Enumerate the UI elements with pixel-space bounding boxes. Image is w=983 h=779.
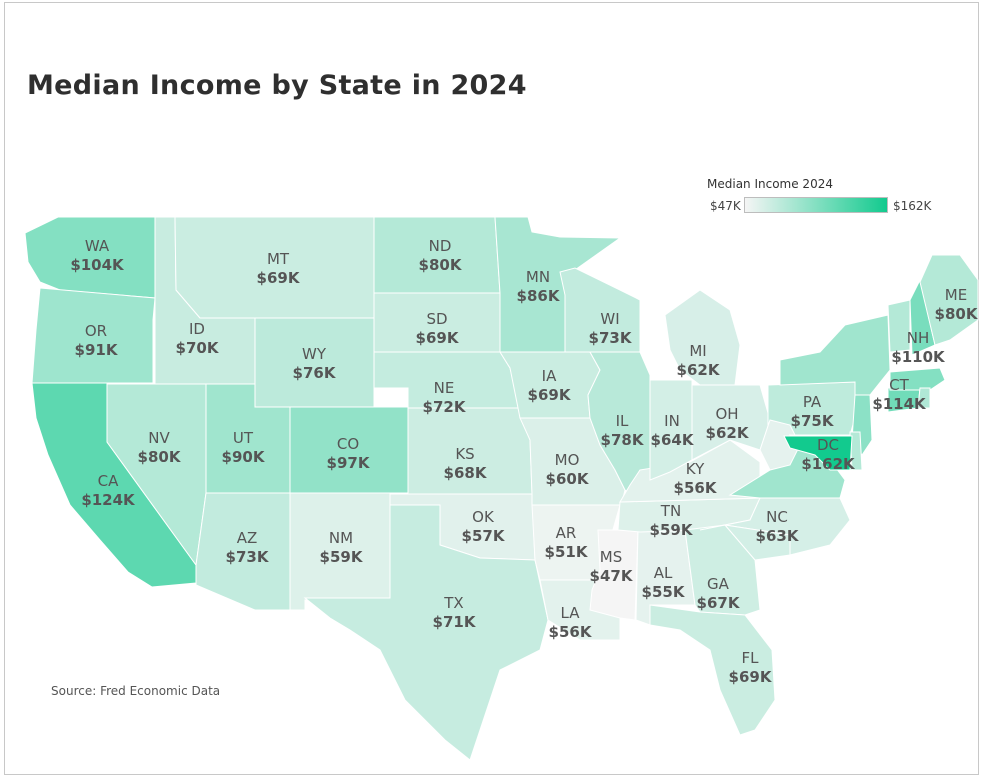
state-abbr-or: OR <box>85 322 107 340</box>
state-value-nc: $63K <box>756 527 800 545</box>
state-value-nd: $80K <box>419 256 463 274</box>
state-abbr-ga: GA <box>707 575 730 593</box>
state-abbr-nh: NH <box>907 329 930 347</box>
state-value-nv: $80K <box>138 448 182 466</box>
state-abbr-nc: NC <box>766 508 788 526</box>
state-abbr-mi: MI <box>689 342 706 360</box>
state-abbr-wy: WY <box>302 345 327 363</box>
state-value-ia: $69K <box>528 386 572 404</box>
state-abbr-dc: DC <box>817 436 839 454</box>
chart-title: Median Income by State in 2024 <box>27 70 527 101</box>
state-abbr-il: IL <box>616 412 629 430</box>
state-abbr-wi: WI <box>600 310 619 328</box>
state-value-az: $73K <box>226 548 270 566</box>
legend-max-label: $162K <box>893 199 932 213</box>
state-abbr-nv: NV <box>148 429 170 447</box>
state-abbr-mo: MO <box>555 451 580 469</box>
state-me[interactable] <box>919 254 979 346</box>
state-value-ga: $67K <box>697 594 741 612</box>
state-value-id: $70K <box>176 339 220 357</box>
state-abbr-ky: KY <box>686 460 705 478</box>
state-value-al: $55K <box>642 583 686 601</box>
state-value-nm: $59K <box>320 548 364 566</box>
state-value-tx: $71K <box>433 613 477 631</box>
state-value-ms: $47K <box>590 567 634 585</box>
state-abbr-ok: OK <box>472 508 495 526</box>
state-ma[interactable] <box>889 367 946 391</box>
state-in[interactable] <box>649 379 693 481</box>
state-abbr-nm: NM <box>329 529 353 547</box>
state-value-wi: $73K <box>589 329 633 347</box>
legend-color-ramp <box>744 197 888 213</box>
state-sc[interactable] <box>723 524 791 561</box>
state-value-ks: $68K <box>444 464 488 482</box>
source-note: Source: Fred Economic Data <box>51 684 221 698</box>
state-value-mo: $60K <box>546 470 590 488</box>
state-value-dc: $162K <box>801 455 856 473</box>
state-abbr-ca: CA <box>98 472 119 490</box>
state-abbr-mt: MT <box>267 250 290 268</box>
state-abbr-ct: CT <box>889 376 909 394</box>
state-dc[interactable] <box>783 435 853 471</box>
state-de[interactable] <box>849 431 863 471</box>
state-value-or: $91K <box>75 341 119 359</box>
state-value-pa: $75K <box>791 412 835 430</box>
state-tx[interactable] <box>303 504 549 761</box>
state-nd[interactable] <box>373 216 501 294</box>
state-value-ok: $57K <box>462 527 506 545</box>
state-abbr-ar: AR <box>556 524 577 542</box>
state-value-ar: $51K <box>545 543 589 561</box>
state-value-wa: $104K <box>70 256 125 274</box>
state-value-ky: $56K <box>674 479 718 497</box>
state-abbr-tn: TN <box>660 502 681 520</box>
state-value-oh: $62K <box>706 424 750 442</box>
state-value-ct: $114K <box>872 395 927 413</box>
state-abbr-ms: MS <box>600 548 622 566</box>
state-value-ne: $72K <box>423 398 467 416</box>
state-value-tn: $59K <box>650 521 694 539</box>
state-value-in: $64K <box>651 431 695 449</box>
state-abbr-ut: UT <box>233 429 254 447</box>
state-abbr-az: AZ <box>237 529 258 547</box>
state-value-la: $56K <box>549 623 593 641</box>
state-value-mi: $62K <box>677 361 721 379</box>
state-abbr-in: IN <box>664 412 680 430</box>
state-nm[interactable] <box>289 492 391 611</box>
state-value-fl: $69K <box>729 668 773 686</box>
state-value-il: $78K <box>601 431 645 449</box>
state-value-sd: $69K <box>416 329 460 347</box>
legend-min-label: $47K <box>710 199 741 213</box>
state-value-co: $97K <box>327 454 371 472</box>
state-abbr-fl: FL <box>742 649 760 667</box>
state-ri[interactable] <box>917 387 931 409</box>
state-ny[interactable] <box>779 314 891 396</box>
state-abbr-ks: KS <box>455 445 474 463</box>
state-abbr-nd: ND <box>429 237 452 255</box>
state-abbr-sd: SD <box>426 310 447 328</box>
legend-title: Median Income 2024 <box>707 177 833 191</box>
state-value-ut: $90K <box>222 448 266 466</box>
state-abbr-tx: TX <box>443 594 463 612</box>
state-il[interactable] <box>587 351 651 501</box>
state-value-wy: $76K <box>293 364 337 382</box>
state-abbr-al: AL <box>654 564 673 582</box>
state-fl[interactable] <box>649 604 776 736</box>
state-abbr-me: ME <box>945 286 967 304</box>
state-value-ca: $124K <box>81 491 136 509</box>
state-abbr-wa: WA <box>85 237 110 255</box>
state-abbr-oh: OH <box>715 405 738 423</box>
state-abbr-ia: IA <box>542 367 557 385</box>
state-value-mn: $86K <box>517 287 561 305</box>
state-abbr-co: CO <box>337 435 359 453</box>
state-value-nh: $110K <box>891 348 946 366</box>
state-abbr-id: ID <box>189 320 205 338</box>
state-abbr-ne: NE <box>434 379 455 397</box>
state-value-me: $80K <box>935 305 979 323</box>
state-abbr-la: LA <box>561 604 581 622</box>
state-abbr-mn: MN <box>526 268 550 286</box>
state-abbr-pa: PA <box>803 393 822 411</box>
state-value-mt: $69K <box>257 269 301 287</box>
state-vt[interactable] <box>887 299 911 353</box>
